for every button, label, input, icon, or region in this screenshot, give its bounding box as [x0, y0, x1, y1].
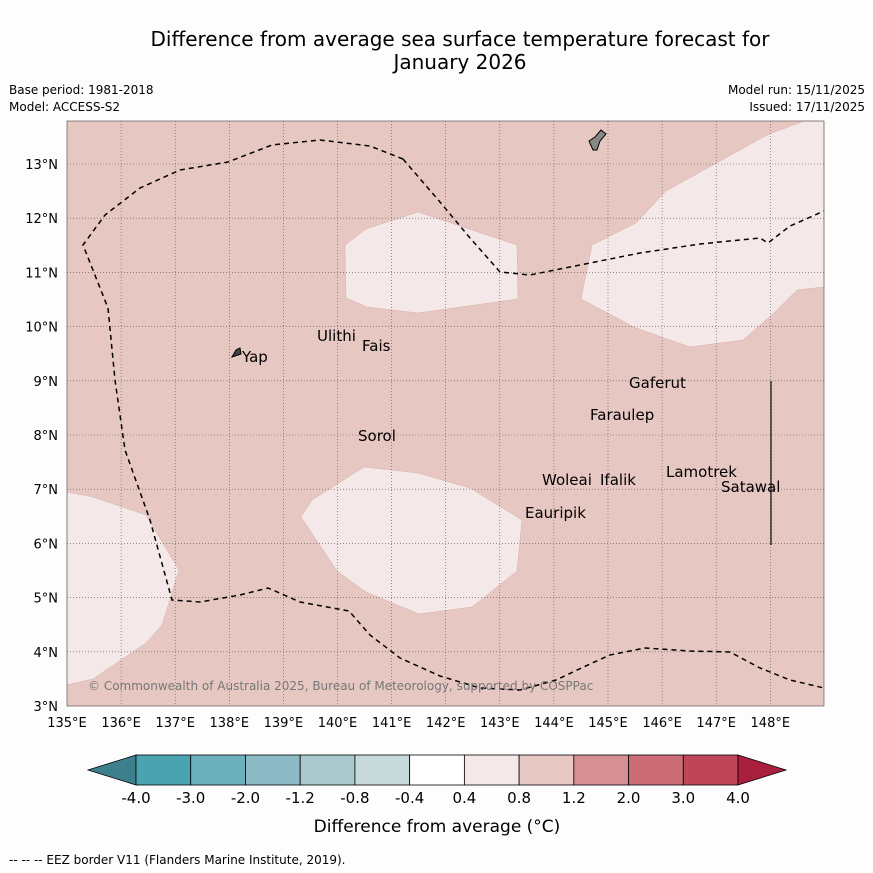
colorbar-cell [354, 754, 411, 786]
model-name: Model: ACCESS-S2 [9, 100, 121, 114]
colorbar-tick-label: 1.2 [562, 789, 586, 807]
lon-tick-label: 145°E [588, 716, 628, 731]
place-faraulep: Faraulep [590, 406, 654, 424]
lon-tick-label: 148°E [751, 716, 791, 731]
eez-border-north [402, 158, 825, 276]
lat-tick-label: 5°N [34, 592, 59, 607]
chart-title: Difference from average sea surface temp… [90, 28, 830, 74]
colorbar-tick-label: -0.4 [395, 789, 424, 807]
colorbar-label: Difference from average (°C) [314, 817, 561, 837]
lat-tick-label: 9°N [34, 375, 59, 390]
lon-tick-label: 136°E [101, 716, 141, 731]
lon-tick-label: 138°E [210, 716, 250, 731]
place-satawal: Satawal [721, 478, 780, 496]
place-gaferut: Gaferut [629, 374, 686, 392]
guam-island [588, 129, 607, 151]
lon-tick-label: 139°E [264, 716, 304, 731]
lon-tick-label: 140°E [318, 716, 358, 731]
colorbar-tick-label: 4.0 [726, 789, 750, 807]
colorbar-extend-low [86, 754, 137, 786]
colorbar-cell [190, 754, 246, 786]
place-ulithi: Ulithi [317, 327, 356, 345]
place-ifalik: Ifalik [600, 471, 636, 489]
place-lamotrek: Lamotrek [666, 463, 737, 481]
colorbar-cell [682, 754, 739, 786]
lon-tick-label: 142°E [426, 716, 466, 731]
lon-tick-label: 144°E [534, 716, 574, 731]
place-woleai: Woleai [542, 471, 592, 489]
graticule [67, 121, 824, 706]
lat-tick-label: 10°N [25, 321, 58, 336]
place-sorol: Sorol [358, 427, 396, 445]
colorbar-tick-label: -3.0 [176, 789, 205, 807]
lon-tick-label: 146°E [642, 716, 682, 731]
place-yap: Yap [241, 348, 268, 366]
anomaly-patch-south [300, 466, 523, 615]
colorbar-tick-label: -4.0 [121, 789, 150, 807]
colorbar-tick-label: -1.2 [286, 789, 315, 807]
lat-tick-label: 3°N [34, 700, 59, 715]
lon-tick-label: 143°E [480, 716, 520, 731]
issued-date: Issued: 17/11/2025 [749, 100, 865, 114]
axis-tick-labels: 135°E 136°E 137°E 138°E 139°E 140°E 141°E 142°E… [25, 158, 790, 731]
eez-border-west [82, 139, 825, 691]
colorbar-cell [628, 754, 684, 786]
colorbar-cell [463, 754, 520, 786]
copyright-notice: © Commonwealth of Australia 2025, Bureau… [88, 679, 593, 693]
model-run: Model run: 15/11/2025 [727, 83, 865, 97]
lat-tick-label: 8°N [34, 429, 59, 444]
colorbar-tick-label: -2.0 [231, 789, 260, 807]
lon-tick-label: 137°E [155, 716, 195, 731]
lat-tick-label: 7°N [34, 483, 59, 498]
colorbar-cell [518, 754, 575, 786]
colorbar-cell [299, 754, 356, 786]
title-line-1: Difference from average sea surface temp… [150, 27, 770, 51]
colorbar-cell [135, 754, 192, 786]
yap-island [230, 347, 242, 358]
colorbar-cell [409, 754, 465, 786]
lat-tick-label: 4°N [34, 646, 59, 661]
anomaly-patch-north [344, 211, 519, 314]
lon-tick-label: 135°E [47, 716, 87, 731]
map-panel: Yap Ulithi Fais Gaferut Faraulep Sorol W… [66, 120, 825, 707]
colorbar-tick-label: 0.4 [452, 789, 476, 807]
meta-right: Model run: 15/11/2025 Issued: 17/11/2025 [728, 83, 865, 117]
colorbar-tick-label: -0.8 [340, 789, 369, 807]
lat-tick-label: 11°N [25, 266, 58, 281]
base-period: Base period: 1981-2018 [9, 83, 154, 97]
anomaly-patch-southwest [66, 491, 180, 686]
lat-tick-label: 13°N [25, 158, 58, 173]
title-line-2: January 2026 [393, 50, 527, 74]
lat-tick-label: 6°N [34, 537, 59, 552]
colorbar: -4.0 -3.0 -2.0 -1.2 -0.8 -0.4 0.4 0.8 1.2 2.0 3.0 4… [86, 754, 788, 837]
eez-legend-note: -- -- -- EEZ border V11 (Flanders Marine… [9, 853, 346, 867]
place-fais: Fais [362, 337, 391, 355]
colorbar-tick-label: 3.0 [671, 789, 695, 807]
lon-tick-label: 147°E [696, 716, 736, 731]
colorbar-extend-high [737, 754, 788, 786]
place-eauripik: Eauripik [525, 504, 586, 522]
colorbar-cell [573, 754, 629, 786]
lon-tick-label: 141°E [372, 716, 412, 731]
colorbar-tick-label: 0.8 [507, 789, 531, 807]
colorbar-tick-label: 2.0 [617, 789, 641, 807]
map-frame [66, 120, 825, 707]
lat-tick-label: 12°N [25, 212, 58, 227]
colorbar-cell [245, 754, 301, 786]
meta-left: Base period: 1981-2018 Model: ACCESS-S2 [9, 83, 154, 117]
